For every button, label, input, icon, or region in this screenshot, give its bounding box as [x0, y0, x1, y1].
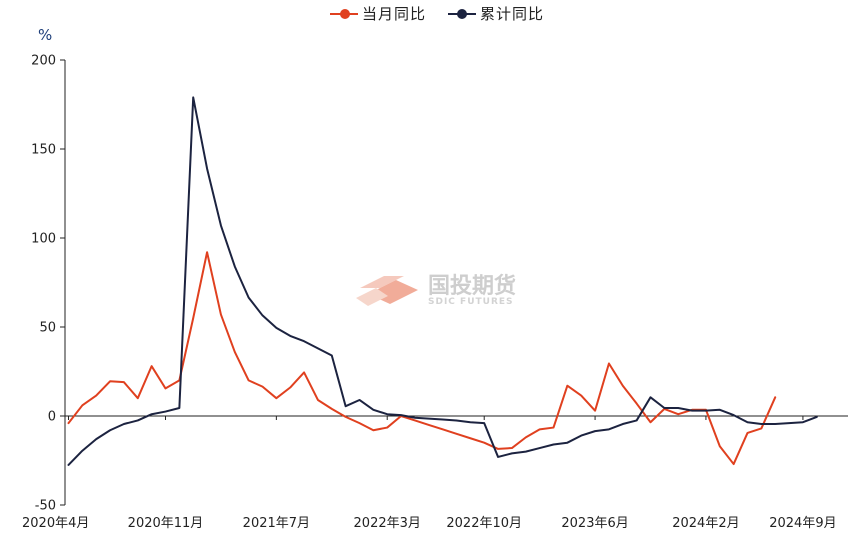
- legend-item-series-2: 累计同比: [448, 5, 544, 23]
- y-tick-label: 150: [31, 143, 56, 158]
- x-tick-labels: 2020年4月 2020年11月 2021年7月 2022年3月 2022年10月 202…: [22, 416, 837, 531]
- watermark: 国投期货 SDIC FUTURES: [356, 273, 516, 307]
- legend-item-series-1: 当月同比: [330, 5, 426, 23]
- y-tick-labels: -50 0 50 100 150 200: [31, 54, 65, 514]
- x-tick-label: 2023年6月: [561, 516, 628, 531]
- axes: [64, 60, 848, 505]
- y-tick-label: 200: [31, 54, 56, 69]
- x-tick-label: 2024年9月: [769, 516, 836, 531]
- x-tick-label: 2022年3月: [354, 516, 421, 531]
- x-tick-label: 2020年11月: [128, 516, 204, 531]
- y-tick-label: 100: [31, 232, 56, 247]
- x-tick-label: 2024年2月: [672, 516, 739, 531]
- watermark-logo-icon: [356, 276, 418, 306]
- watermark-name-en: SDIC FUTURES: [428, 297, 514, 307]
- y-tick-label: 50: [39, 321, 56, 336]
- legend-marker-series-1: [340, 9, 350, 19]
- watermark-name-cn: 国投期货: [428, 273, 516, 299]
- series-line-1: [67, 251, 777, 466]
- legend-marker-series-2: [457, 9, 467, 19]
- legend-label-series-2: 累计同比: [480, 5, 544, 23]
- y-tick-label: 0: [48, 410, 56, 425]
- series-line-2: [67, 96, 818, 466]
- x-tick-label: 2022年10月: [446, 516, 522, 531]
- series-layer: [67, 96, 818, 466]
- legend: 当月同比 累计同比: [330, 5, 544, 23]
- y-axis-unit: %: [38, 26, 52, 44]
- legend-label-series-1: 当月同比: [362, 5, 426, 23]
- y-tick-label: -50: [35, 499, 56, 514]
- x-tick-label: 2021年7月: [243, 516, 310, 531]
- x-tick-label: 2020年4月: [22, 516, 89, 531]
